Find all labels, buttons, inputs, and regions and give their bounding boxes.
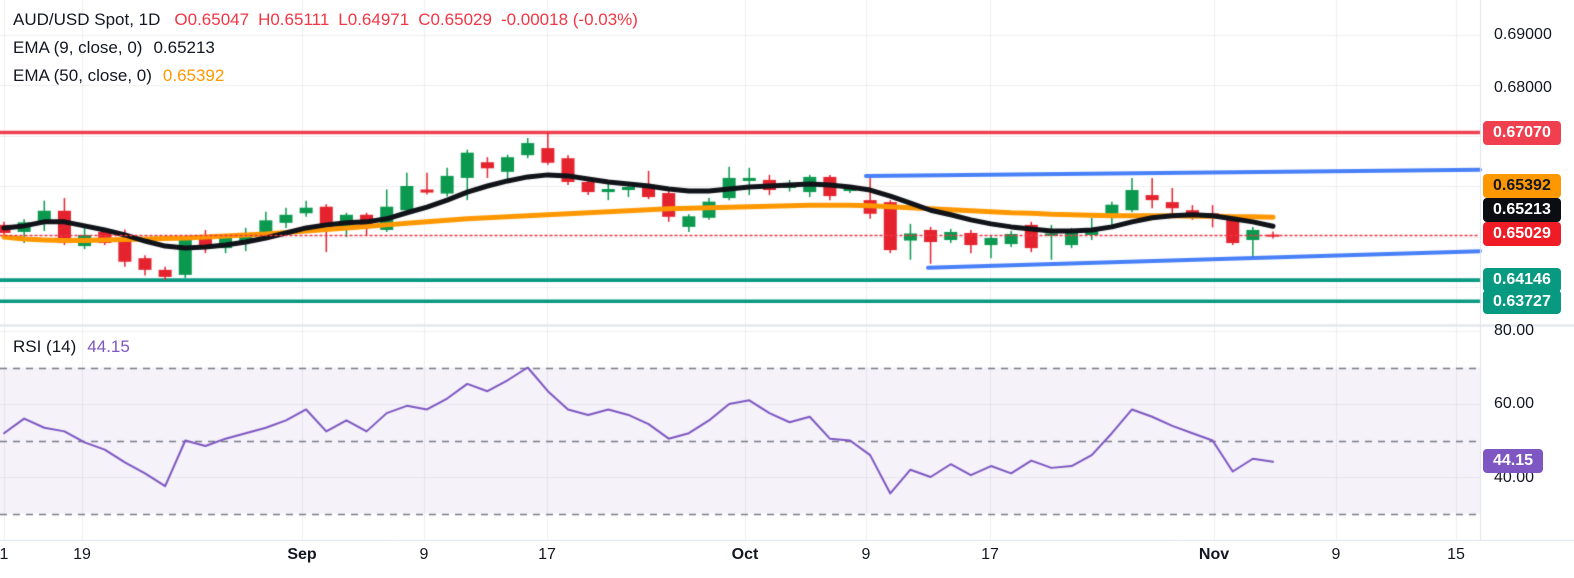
time-axis-label: 17 — [981, 546, 999, 563]
time-axis-label: 19 — [73, 546, 91, 563]
price-axis-label: 40.00 — [1494, 469, 1535, 486]
ema50-value: 0.65392 — [162, 66, 225, 85]
price-badge: 0.63727 — [1483, 290, 1561, 314]
time-axis-label: Sep — [287, 546, 317, 563]
price-badge: 0.67070 — [1483, 121, 1561, 145]
time-axis-label: 9 — [861, 546, 871, 563]
symbol-row: AUD/USD Spot, 1D O0.65047 H0.65111 L0.64… — [13, 6, 647, 34]
price-badge: 0.65392 — [1483, 174, 1561, 198]
price-axis-label: 0.69000 — [1494, 26, 1552, 43]
rsi-legend: RSI (14) 44.15 — [13, 337, 130, 357]
main-legend: AUD/USD Spot, 1D O0.65047 H0.65111 L0.64… — [13, 6, 647, 90]
time-axis-label: 17 — [538, 546, 556, 563]
time-axis-label: Oct — [731, 546, 759, 563]
time-axis-label: 9 — [419, 546, 429, 563]
price-badge: 44.15 — [1483, 449, 1544, 473]
price-axis-label: 80.00 — [1494, 322, 1535, 339]
price-badge: 0.65029 — [1483, 222, 1561, 246]
ohlc-close: C0.65029 — [418, 10, 492, 29]
price-axis-label: 60.00 — [1494, 395, 1535, 412]
ema9-value: 0.65213 — [153, 38, 215, 57]
ohlc-open: O0.65047 — [174, 10, 250, 29]
symbol-title[interactable]: AUD/USD Spot, 1D — [13, 10, 161, 29]
time-axis-label: Nov — [1198, 546, 1230, 563]
time-axis-label: 9 — [1331, 546, 1341, 563]
ohlc-low: L0.64971 — [338, 10, 410, 29]
ema50-row: EMA (50, close, 0) 0.65392 — [13, 62, 647, 90]
price-badge: 0.64146 — [1483, 268, 1561, 292]
ohlc-high: H0.65111 — [258, 10, 330, 29]
time-axis-label: 1 — [0, 546, 9, 563]
ema9-row: EMA (9, close, 0) 0.65213 — [13, 34, 647, 62]
price-badge: 0.65213 — [1483, 198, 1561, 222]
price-change: -0.00018 (-0.03%) — [500, 10, 638, 29]
ema9-label[interactable]: EMA (9, close, 0) — [13, 38, 143, 57]
price-axis-label: 0.68000 — [1494, 79, 1552, 96]
rsi-label[interactable]: RSI (14) — [13, 337, 77, 356]
time-axis-label: 15 — [1447, 546, 1465, 563]
ema50-label[interactable]: EMA (50, close, 0) — [13, 66, 152, 85]
rsi-value: 44.15 — [87, 337, 130, 356]
